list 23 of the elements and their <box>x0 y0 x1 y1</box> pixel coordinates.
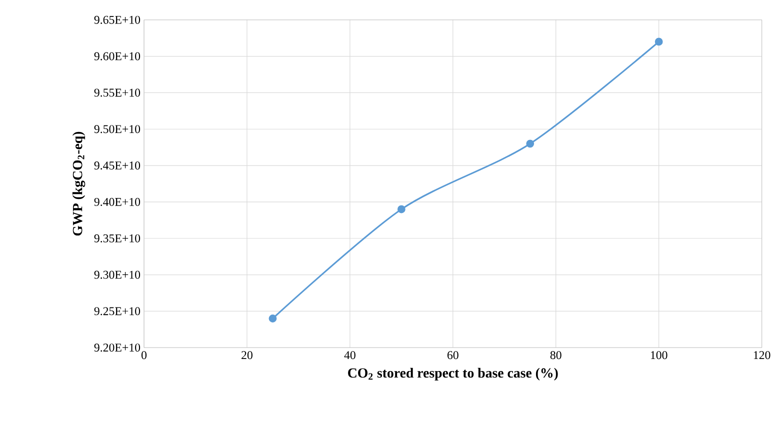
x-tick-label: 100 <box>650 351 668 360</box>
point <box>654 38 663 46</box>
y-tick-label: 9.35E+10 <box>94 234 140 242</box>
y-tick-label: 9.55E+10 <box>94 88 140 97</box>
y-tick-label: 9.45E+10 <box>94 161 140 170</box>
point <box>526 140 534 148</box>
x-tick-label: 0 <box>142 351 147 360</box>
point <box>268 314 277 322</box>
y-axis-title: GWP (kgCO$_{2}$-eq) <box>72 132 86 236</box>
x-tick-label: 40 <box>344 351 356 360</box>
y-tick-label: 9.20E+10 <box>94 344 140 352</box>
y-tick-label: 9.30E+10 <box>94 270 140 279</box>
y-tick-label: 9.50E+10 <box>94 125 140 134</box>
x-tick-label: 120 <box>754 351 770 360</box>
x-axis-title: CO$_{2}$ stored respect to base case (%) <box>348 368 558 380</box>
x-tick-label: 80 <box>550 351 562 360</box>
point <box>397 205 406 214</box>
y-tick-label: 9.40E+10 <box>94 198 140 206</box>
y-tick-label: 9.60E+10 <box>94 52 140 60</box>
x-tick-label: 20 <box>242 351 252 360</box>
y-tick-label: 9.65E+10 <box>94 16 140 24</box>
x-tick-label: 60 <box>447 351 458 360</box>
y-tick-label: 9.25E+10 <box>94 307 140 316</box>
